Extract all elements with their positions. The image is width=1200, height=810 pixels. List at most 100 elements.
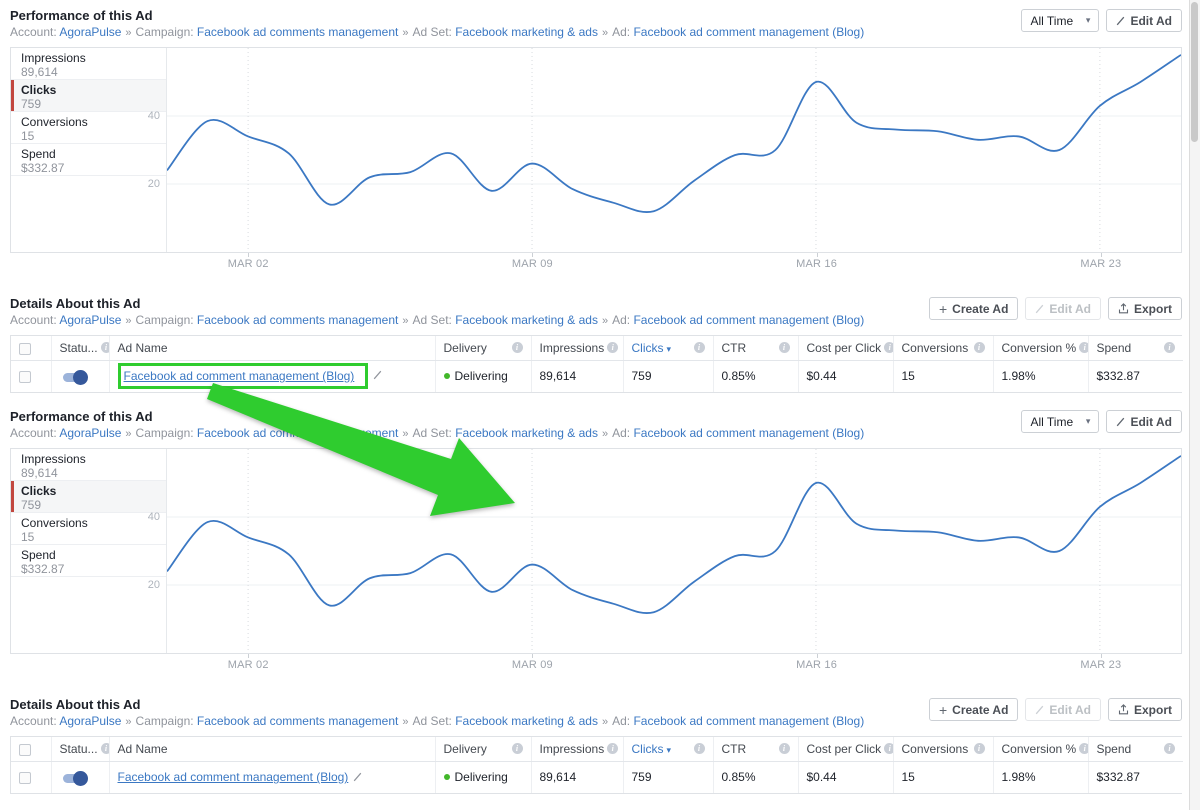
row-checkbox[interactable] bbox=[19, 371, 31, 384]
breadcrumb-label: Account: bbox=[10, 426, 60, 440]
row-checkbox[interactable] bbox=[19, 772, 31, 785]
toggle-knob bbox=[72, 369, 88, 385]
info-icon[interactable]: i bbox=[100, 743, 108, 755]
breadcrumb-link[interactable]: AgoraPulse bbox=[59, 313, 122, 327]
breadcrumb-link[interactable]: Facebook ad comments management bbox=[196, 714, 399, 728]
create-ad-button[interactable]: + Create Ad bbox=[928, 698, 1019, 721]
y-axis-label: 20 bbox=[147, 177, 160, 190]
performance-controls-2: All Time ▾ Edit Ad bbox=[1021, 410, 1182, 433]
metric-impressions[interactable]: Impressions 89,614 bbox=[11, 449, 166, 481]
time-range-select[interactable]: All Time ▾ bbox=[1021, 9, 1100, 32]
details-header-1: Details About this Ad Account: AgoraPuls… bbox=[10, 296, 1182, 329]
breadcrumb-separator: » bbox=[402, 27, 409, 39]
select-all-checkbox[interactable] bbox=[19, 342, 31, 355]
ads-table-card: Statu... i Ad Name Delivery i Impressions i… bbox=[10, 736, 1183, 794]
metric-clicks[interactable]: Clicks 759 bbox=[11, 481, 166, 513]
metric-spend[interactable]: Spend $332.87 bbox=[11, 144, 166, 176]
metric-spend[interactable]: Spend $332.87 bbox=[11, 545, 166, 577]
cell-impressions: 89,614 bbox=[531, 360, 624, 392]
metric-impressions[interactable]: Impressions 89,614 bbox=[11, 48, 166, 80]
breadcrumb-link[interactable]: Facebook ad comment management (Blog) bbox=[633, 313, 865, 327]
col-ctr: CTR i bbox=[713, 737, 799, 762]
delivery-status: Delivering bbox=[454, 369, 508, 384]
info-icon[interactable]: i bbox=[693, 743, 705, 755]
x-axis-label: MAR 16 bbox=[796, 258, 838, 270]
breadcrumb-link[interactable]: AgoraPulse bbox=[59, 426, 122, 440]
col-clicks-sorted[interactable]: Clicks ▾ i bbox=[623, 737, 714, 762]
info-icon[interactable]: i bbox=[1079, 743, 1087, 755]
info-icon[interactable]: i bbox=[693, 342, 705, 354]
breadcrumb-link[interactable]: Facebook ad comments management bbox=[196, 426, 399, 440]
chart-plot-area: 20 40 bbox=[148, 48, 1181, 252]
scrollbar-thumb[interactable] bbox=[1191, 2, 1198, 142]
page-title: Performance of this Ad bbox=[10, 8, 153, 23]
edit-ad-button-disabled[interactable]: Edit Ad bbox=[1025, 698, 1101, 721]
ad-name-link[interactable]: Facebook ad comment management (Blog) bbox=[117, 770, 349, 785]
col-clicks-sorted[interactable]: Clicks ▾ i bbox=[623, 336, 714, 361]
info-icon[interactable]: i bbox=[884, 342, 892, 354]
breadcrumb-link[interactable]: Facebook marketing & ads bbox=[455, 25, 598, 39]
breadcrumb-link[interactable]: Facebook ad comment management (Blog) bbox=[633, 426, 865, 440]
ad-row: Facebook ad comment management (Blog) De… bbox=[11, 360, 1183, 392]
clicks-chart-1: Impressions 89,614 Clicks 759 Conversion… bbox=[10, 47, 1182, 270]
metric-conversions[interactable]: Conversions 15 bbox=[11, 112, 166, 144]
breadcrumb-link[interactable]: Facebook marketing & ads bbox=[455, 714, 598, 728]
info-icon[interactable]: i bbox=[607, 743, 619, 755]
export-button[interactable]: Export bbox=[1107, 698, 1182, 721]
info-icon[interactable]: i bbox=[1079, 342, 1087, 354]
info-icon[interactable]: i bbox=[973, 743, 985, 755]
breadcrumb-link[interactable]: Facebook ad comment management (Blog) bbox=[633, 25, 865, 39]
breadcrumb-link[interactable]: Facebook ad comments management bbox=[196, 25, 399, 39]
select-all-checkbox[interactable] bbox=[19, 743, 31, 756]
select-all-cell bbox=[11, 737, 52, 762]
edit-ad-button-disabled[interactable]: Edit Ad bbox=[1025, 297, 1101, 320]
ad-name-link[interactable]: Facebook ad comment management (Blog) bbox=[123, 369, 355, 384]
info-icon[interactable]: i bbox=[1164, 342, 1175, 354]
pencil-icon bbox=[1036, 705, 1044, 714]
breadcrumb-label: Ad: bbox=[612, 426, 634, 440]
info-icon[interactable]: i bbox=[511, 743, 523, 755]
export-button[interactable]: Export bbox=[1107, 297, 1182, 320]
info-icon[interactable]: i bbox=[973, 342, 985, 354]
col-cost-per-click: Cost per Click i bbox=[798, 737, 894, 762]
details-controls-1: + Create Ad Edit Ad Export bbox=[928, 297, 1182, 320]
status-toggle[interactable] bbox=[62, 369, 88, 385]
info-icon[interactable]: i bbox=[607, 342, 619, 354]
breadcrumb-link[interactable]: Facebook ad comments management bbox=[196, 313, 399, 327]
pencil-icon[interactable] bbox=[353, 772, 362, 782]
section-title: Performance of this Ad bbox=[10, 409, 153, 424]
chevron-down-icon: ▾ bbox=[1085, 416, 1091, 426]
info-icon[interactable]: i bbox=[884, 743, 892, 755]
pencil-icon[interactable] bbox=[373, 370, 382, 380]
info-icon[interactable]: i bbox=[778, 342, 790, 354]
status-toggle[interactable] bbox=[62, 770, 88, 786]
breadcrumb-label: Ad Set: bbox=[412, 714, 456, 728]
time-range-select[interactable]: All Time ▾ bbox=[1021, 410, 1100, 433]
create-ad-button[interactable]: + Create Ad bbox=[928, 297, 1019, 320]
table-header-row: Statu... i Ad Name Delivery i Impressions i… bbox=[11, 336, 1183, 361]
scrollbar-track[interactable] bbox=[1189, 0, 1200, 810]
ad-row: Facebook ad comment management (Blog) De… bbox=[11, 761, 1183, 793]
metric-clicks[interactable]: Clicks 759 bbox=[11, 80, 166, 112]
metric-conversions[interactable]: Conversions 15 bbox=[11, 513, 166, 545]
delivery-status-dot bbox=[443, 373, 450, 380]
sort-caret-icon: ▾ bbox=[666, 343, 672, 354]
info-icon[interactable]: i bbox=[778, 743, 790, 755]
breadcrumb-link[interactable]: Facebook marketing & ads bbox=[455, 426, 598, 440]
info-icon[interactable]: i bbox=[511, 342, 523, 354]
cell-spend: $332.87 bbox=[1088, 761, 1183, 793]
info-icon[interactable]: i bbox=[1164, 743, 1175, 755]
breadcrumb-link[interactable]: AgoraPulse bbox=[59, 714, 122, 728]
cell-conversion-pct: 1.98% bbox=[993, 360, 1089, 392]
ads-table: Statu... i Ad Name Delivery i Impressions i… bbox=[11, 737, 1183, 793]
breadcrumb-link[interactable]: Facebook marketing & ads bbox=[455, 313, 598, 327]
chart-card: Impressions 89,614 Clicks 759 Conversion… bbox=[10, 47, 1182, 253]
col-ad-name: Ad Name bbox=[109, 336, 436, 361]
edit-ad-button[interactable]: Edit Ad bbox=[1106, 9, 1182, 32]
edit-ad-button[interactable]: Edit Ad bbox=[1106, 410, 1182, 433]
breadcrumb-link[interactable]: AgoraPulse bbox=[59, 25, 122, 39]
breadcrumb-link[interactable]: Facebook ad comment management (Blog) bbox=[633, 714, 865, 728]
info-icon[interactable]: i bbox=[100, 342, 108, 354]
breadcrumb-label: Ad: bbox=[612, 25, 634, 39]
col-delivery: Delivery i bbox=[435, 737, 532, 762]
